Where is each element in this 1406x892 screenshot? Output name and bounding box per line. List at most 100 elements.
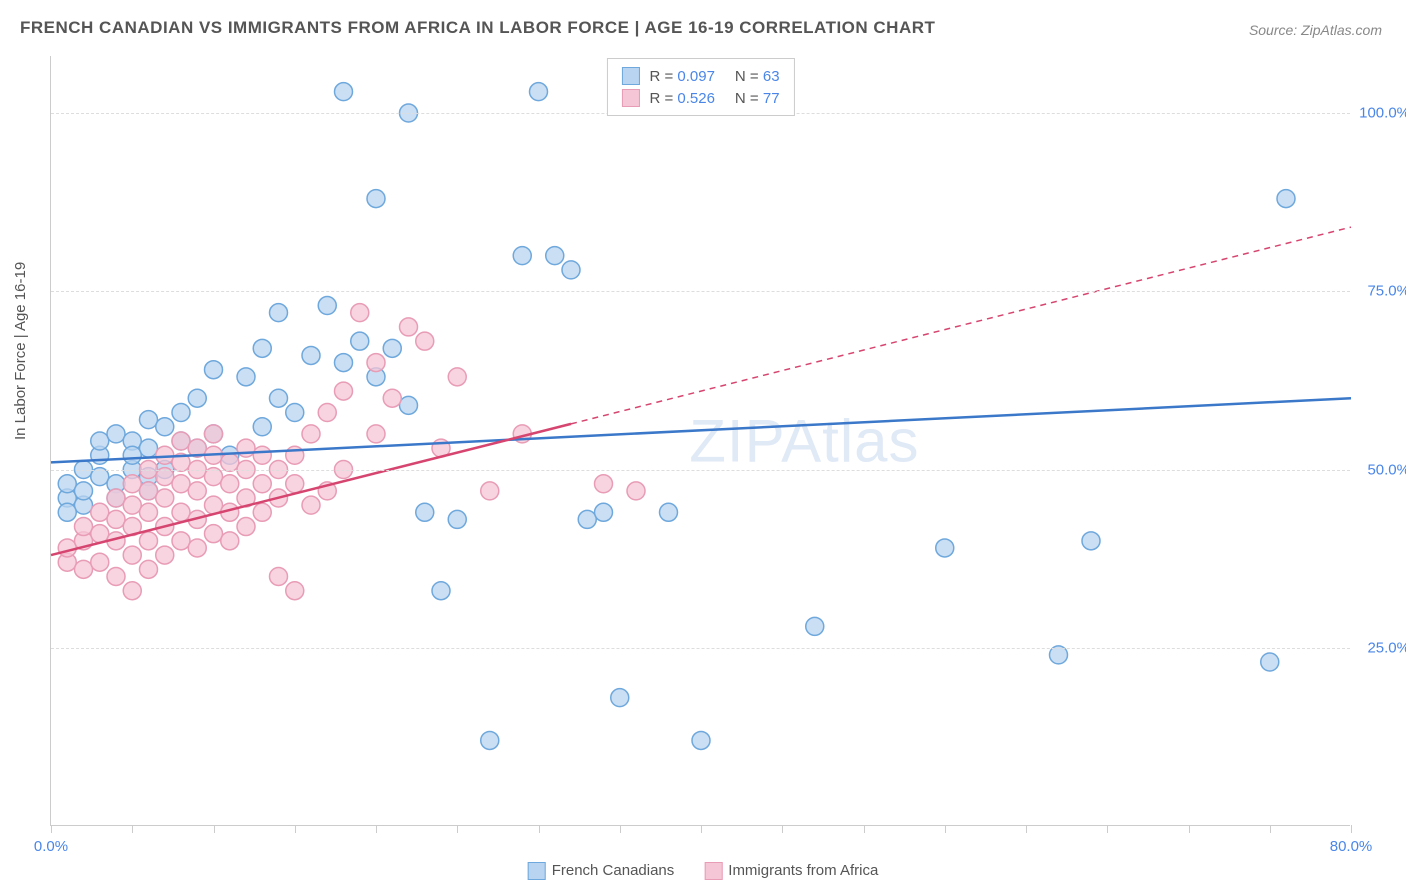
data-point: [172, 532, 190, 550]
source-label: Source: ZipAtlas.com: [1249, 22, 1382, 38]
data-point: [221, 532, 239, 550]
gridline: [51, 470, 1350, 471]
data-point: [140, 482, 158, 500]
data-point: [123, 546, 141, 564]
data-point: [75, 560, 93, 578]
data-point: [302, 496, 320, 514]
data-point: [172, 475, 190, 493]
data-point: [188, 389, 206, 407]
stat-row: R = 0.097N = 63: [621, 65, 779, 87]
data-point: [253, 339, 271, 357]
x-tick: [539, 825, 540, 833]
y-tick-label: 50.0%: [1367, 461, 1406, 478]
x-tick: [1026, 825, 1027, 833]
data-point: [660, 503, 678, 521]
trend-line: [51, 398, 1351, 462]
data-point: [123, 446, 141, 464]
trend-line-dashed: [571, 227, 1351, 424]
data-point: [335, 354, 353, 372]
data-point: [302, 346, 320, 364]
data-point: [432, 582, 450, 600]
data-point: [611, 689, 629, 707]
data-point: [318, 403, 336, 421]
data-point: [172, 432, 190, 450]
x-tick: [457, 825, 458, 833]
stat-r-label: R = 0.526: [649, 90, 714, 107]
data-point: [286, 403, 304, 421]
data-point: [318, 297, 336, 315]
data-point: [140, 439, 158, 457]
x-tick: [1107, 825, 1108, 833]
data-point: [335, 83, 353, 101]
data-point: [367, 190, 385, 208]
chart-title: FRENCH CANADIAN VS IMMIGRANTS FROM AFRIC…: [20, 18, 935, 38]
data-point: [286, 475, 304, 493]
data-point: [58, 539, 76, 557]
x-tick: [51, 825, 52, 833]
x-tick: [214, 825, 215, 833]
data-point: [513, 247, 531, 265]
data-point: [91, 432, 109, 450]
data-point: [416, 332, 434, 350]
gridline: [51, 648, 1350, 649]
data-point: [140, 532, 158, 550]
data-point: [383, 389, 401, 407]
data-point: [1261, 653, 1279, 671]
x-tick: [701, 825, 702, 833]
data-point: [107, 510, 125, 528]
data-point: [627, 482, 645, 500]
legend-item: Immigrants from Africa: [704, 862, 878, 880]
data-point: [156, 418, 174, 436]
data-point: [595, 475, 613, 493]
legend-label: Immigrants from Africa: [728, 862, 878, 879]
data-point: [1082, 532, 1100, 550]
data-point: [562, 261, 580, 279]
data-point: [91, 503, 109, 521]
data-point: [383, 339, 401, 357]
data-point: [416, 503, 434, 521]
legend-label: French Canadians: [552, 862, 675, 879]
data-point: [253, 418, 271, 436]
data-point: [253, 446, 271, 464]
legend-swatch: [621, 89, 639, 107]
x-tick: [1270, 825, 1271, 833]
data-point: [692, 731, 710, 749]
stat-row: R = 0.526 N = 77: [621, 87, 779, 109]
data-point: [367, 354, 385, 372]
stat-r-label: R = 0.097: [649, 68, 714, 85]
data-point: [156, 489, 174, 507]
data-point: [302, 425, 320, 443]
stat-n-label: N = 77: [735, 90, 780, 107]
data-point: [481, 482, 499, 500]
data-point: [123, 582, 141, 600]
data-point: [270, 304, 288, 322]
x-tick: [1189, 825, 1190, 833]
data-point: [188, 482, 206, 500]
legend-swatch: [704, 862, 722, 880]
data-point: [936, 539, 954, 557]
data-point: [107, 567, 125, 585]
scatter-plot-svg: [51, 56, 1350, 825]
legend-swatch: [528, 862, 546, 880]
data-point: [351, 332, 369, 350]
y-tick-label: 100.0%: [1359, 105, 1406, 122]
data-point: [806, 617, 824, 635]
bottom-legend: French Canadians Immigrants from Africa: [528, 862, 879, 880]
data-point: [578, 510, 596, 528]
data-point: [140, 503, 158, 521]
data-point: [237, 518, 255, 536]
data-point: [530, 83, 548, 101]
data-point: [140, 411, 158, 429]
data-point: [123, 496, 141, 514]
x-tick: [620, 825, 621, 833]
data-point: [188, 539, 206, 557]
data-point: [58, 475, 76, 493]
data-point: [172, 503, 190, 521]
data-point: [1277, 190, 1295, 208]
data-point: [140, 560, 158, 578]
gridline: [51, 291, 1350, 292]
data-point: [58, 503, 76, 521]
data-point: [205, 525, 223, 543]
x-tick: [782, 825, 783, 833]
data-point: [335, 382, 353, 400]
